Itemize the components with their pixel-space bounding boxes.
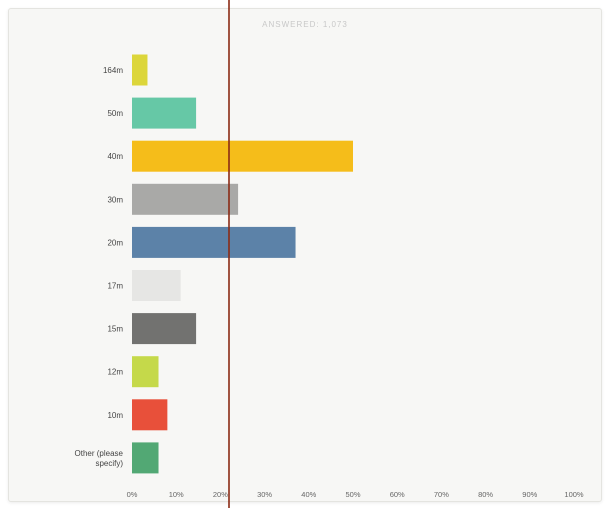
bar-6 (132, 313, 197, 345)
category-label-2: 40m (107, 152, 123, 161)
bar-8 (132, 399, 168, 431)
category-label-7: 12m (107, 368, 123, 377)
bar-chart: ANSWERED: 1,073 164m 50m 40m 30m 20m 17m 15m 12… (75, 20, 584, 499)
category-labels: 164m 50m 40m 30m 20m 17m 15m 12m 10m Other (pleas… (75, 66, 124, 468)
x-tick-label-7: 70% (434, 490, 449, 499)
x-tick-label-6: 60% (390, 490, 405, 499)
x-tick-label-0: 0% (127, 490, 138, 499)
bar-0 (132, 54, 148, 86)
bar-9 (132, 442, 159, 474)
x-tick-label-3: 30% (257, 490, 272, 499)
bar-3 (132, 183, 239, 215)
x-tick-label-1: 10% (169, 490, 184, 499)
bars (132, 54, 353, 474)
bar-2 (132, 140, 353, 172)
category-label-9: Other (please specify) (75, 449, 124, 468)
category-label-3: 30m (107, 195, 123, 204)
x-tick-label-10: 100% (564, 490, 584, 499)
category-label-1: 50m (107, 109, 123, 118)
category-label-4: 20m (107, 238, 123, 247)
category-label-6: 15m (107, 325, 123, 334)
x-tick-label-8: 80% (478, 490, 493, 499)
chart-card: ANSWERED: 1,073 164m 50m 40m 30m 20m 17m 15m 12… (8, 8, 602, 502)
bar-7 (132, 356, 159, 388)
x-axis-ticks: 0% 10% 20% 30% 40% 50% 60% 70% 80% 90% 100% (127, 490, 584, 499)
x-tick-label-5: 50% (345, 490, 360, 499)
x-tick-label-4: 40% (301, 490, 316, 499)
x-tick-label-2: 20% (213, 490, 228, 499)
bar-5 (132, 270, 181, 301)
bar-4 (132, 226, 296, 258)
chart-title: ANSWERED: 1,073 (262, 20, 348, 29)
bar-1 (132, 97, 197, 129)
x-tick-label-9: 90% (522, 490, 537, 499)
category-label-8: 10m (107, 411, 123, 420)
category-label-5: 17m (107, 282, 123, 291)
category-label-0: 164m (103, 66, 123, 75)
